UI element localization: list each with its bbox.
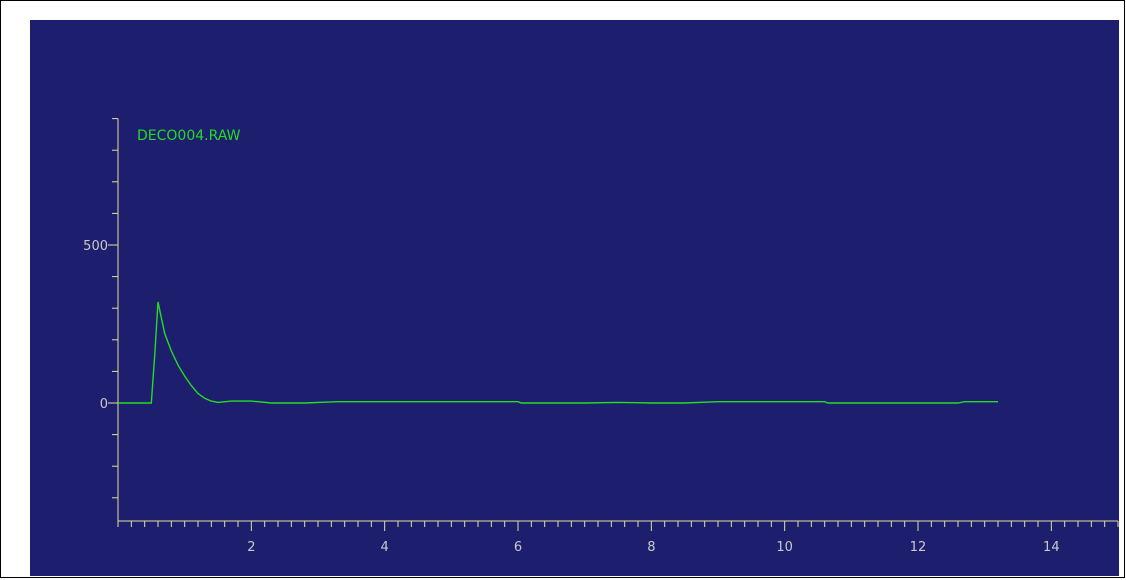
x-axis-ticks: 2 4 6 8 10 12 14 <box>117 521 1119 555</box>
trace-label: DECO004.RAW <box>137 128 241 144</box>
plot-area <box>30 20 1119 576</box>
y-tick-label: 500 <box>83 239 108 254</box>
x-tick-label: 10 <box>776 540 793 555</box>
x-tick-label: 8 <box>647 540 655 555</box>
x-tick-label: 12 <box>910 540 927 555</box>
y-axis-ticks: 500 0 <box>83 118 118 499</box>
x-tick-label: 2 <box>247 540 255 555</box>
series-line <box>118 301 998 404</box>
x-tick-label: 6 <box>514 540 522 555</box>
x-tick-label: 4 <box>381 540 389 555</box>
axes-group <box>117 118 1118 522</box>
y-tick-label: 0 <box>100 397 108 412</box>
x-tick-label: 14 <box>1043 540 1060 555</box>
